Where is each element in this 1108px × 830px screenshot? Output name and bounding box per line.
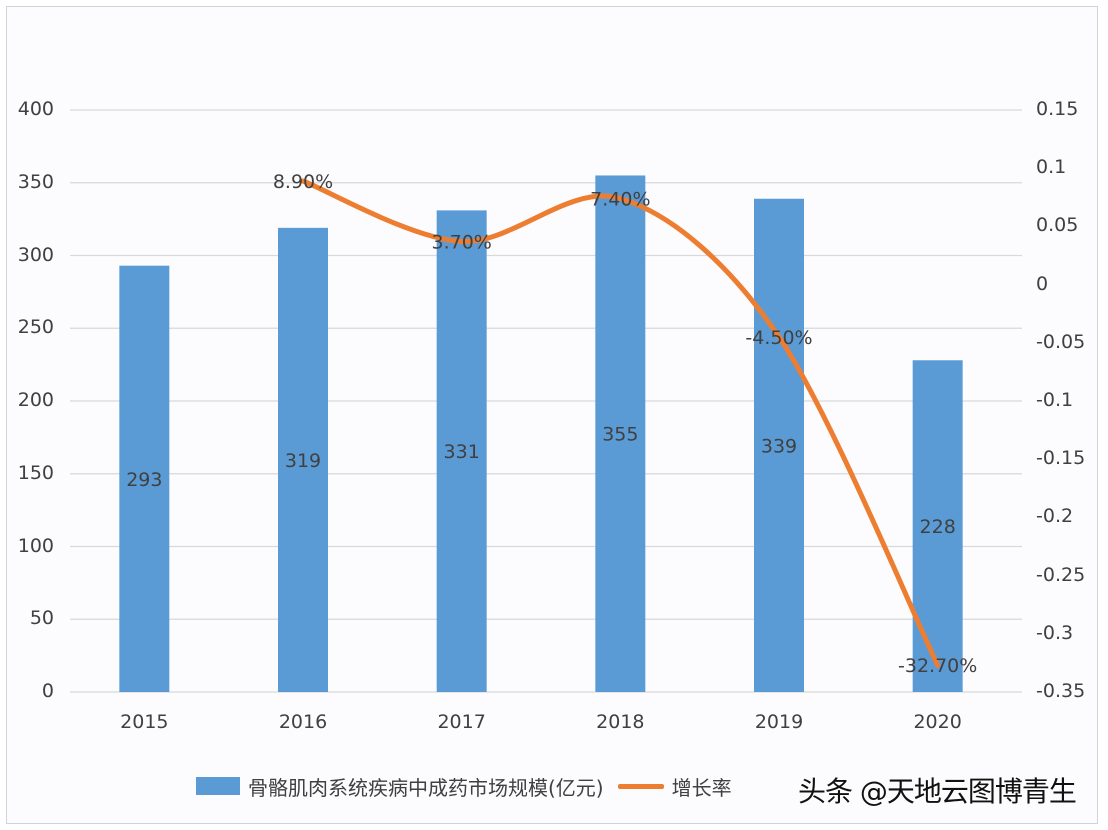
right-axis-tick: -0.15 bbox=[1036, 447, 1086, 470]
bar-value-label: 293 bbox=[126, 469, 162, 491]
left-axis-tick: 50 bbox=[29, 607, 54, 630]
growth-rate-line bbox=[300, 178, 941, 668]
bar bbox=[912, 360, 963, 692]
left-axis-tick: 400 bbox=[17, 98, 54, 120]
x-axis-tick: 2020 bbox=[913, 711, 962, 733]
right-axis-tick: -0.35 bbox=[1036, 680, 1086, 702]
bar bbox=[595, 175, 646, 693]
bar bbox=[436, 210, 487, 692]
line-value-label: -4.50% bbox=[745, 327, 812, 349]
right-axis-tick: -0.05 bbox=[1036, 330, 1086, 353]
x-axis-tick: 2017 bbox=[437, 711, 486, 733]
bar-value-label: 355 bbox=[602, 424, 638, 446]
bar bbox=[119, 265, 170, 692]
right-axis-tick: -0.25 bbox=[1036, 563, 1086, 586]
bar-value-label: 228 bbox=[920, 516, 956, 538]
bar-value-label: 319 bbox=[285, 450, 321, 472]
line-value-label: 7.40% bbox=[590, 188, 650, 210]
x-axis-tick: 2015 bbox=[120, 711, 169, 733]
left-axis-tick: 350 bbox=[17, 170, 54, 193]
right-axis-tick: 0.1 bbox=[1036, 156, 1067, 179]
legend-line-label: 增长率 bbox=[671, 775, 732, 800]
x-axis-tick: 2019 bbox=[754, 711, 804, 733]
line-value-label: 8.90% bbox=[273, 171, 333, 193]
left-axis-tick: 250 bbox=[17, 316, 54, 339]
left-axis-tick: 300 bbox=[17, 243, 54, 266]
right-axis-tick: 0.15 bbox=[1036, 98, 1079, 120]
bar-value-label: 339 bbox=[761, 435, 797, 457]
right-axis-tick: -0.1 bbox=[1036, 389, 1074, 411]
legend-bar-label: 骨骼肌肉系统疾病中成药市场规模(亿元) bbox=[248, 775, 604, 800]
bar-value-label: 331 bbox=[444, 441, 480, 463]
left-axis-tick: 100 bbox=[17, 534, 54, 557]
right-axis-tick: -0.2 bbox=[1036, 505, 1074, 528]
left-axis-tick: 0 bbox=[41, 680, 54, 702]
legend-bar-swatch bbox=[196, 777, 240, 795]
bar bbox=[754, 198, 804, 692]
line-value-label: 3.70% bbox=[431, 232, 491, 254]
line-value-label: -32.70% bbox=[898, 655, 977, 677]
right-axis-tick: -0.3 bbox=[1036, 621, 1074, 644]
left-axis-tick: 200 bbox=[17, 389, 54, 411]
legend-line-swatch bbox=[617, 783, 664, 789]
right-axis-tick: 0.05 bbox=[1036, 214, 1079, 237]
watermark: 头条 @天地云图博青生 bbox=[798, 775, 1077, 808]
bar bbox=[278, 227, 328, 693]
chart-legend: 骨骼肌肉系统疾病中成药市场规模(亿元) 增长率 bbox=[196, 768, 732, 804]
x-axis-tick: 2018 bbox=[596, 711, 645, 733]
right-axis-tick: 0 bbox=[1036, 272, 1049, 295]
x-axis-tick: 2016 bbox=[278, 711, 328, 733]
left-axis-tick: 150 bbox=[17, 461, 54, 484]
